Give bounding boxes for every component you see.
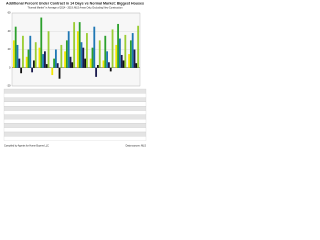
table-row [3, 106, 147, 111]
bar [111, 29, 114, 68]
bar [69, 56, 72, 68]
bar [71, 62, 74, 68]
y-tick-label: 60 [8, 11, 11, 15]
bar [60, 44, 63, 68]
bar [16, 44, 19, 68]
table-row [3, 93, 147, 98]
bar [135, 63, 138, 68]
bar [133, 49, 136, 68]
bar [51, 67, 54, 76]
bar [34, 42, 37, 68]
bar [91, 47, 94, 68]
table-row [3, 127, 147, 133]
bar [80, 42, 83, 68]
bar [95, 67, 98, 77]
bar [22, 35, 24, 68]
bar [115, 44, 118, 68]
bar [73, 22, 76, 68]
table-row [3, 136, 147, 141]
bar [118, 38, 121, 68]
bar [18, 58, 21, 68]
footer-right: Data sources: MLS [126, 145, 147, 148]
bar [131, 33, 134, 68]
bar [64, 51, 66, 68]
bar [93, 26, 96, 68]
bar [137, 25, 140, 68]
bar [42, 54, 44, 68]
chart-title: Additional Percent Under Contract in 14 … [6, 1, 144, 5]
bar [124, 34, 127, 68]
bar [29, 35, 32, 68]
y-tick-label: -20 [7, 84, 11, 88]
bar [86, 33, 88, 68]
bar [27, 49, 30, 68]
table-row [3, 97, 147, 102]
table-row [3, 131, 147, 137]
data-table [3, 88, 147, 141]
table-row [3, 101, 147, 107]
table-row [3, 88, 147, 94]
table-row [3, 110, 147, 115]
bar [108, 62, 110, 68]
chart: Additional Percent Under Contract in 14 … [0, 0, 150, 150]
table-row [3, 123, 147, 128]
bar [38, 47, 41, 68]
bar [12, 40, 15, 68]
bar [67, 31, 70, 68]
y-tick-label: 0 [9, 65, 11, 69]
bar [20, 67, 23, 74]
bar [84, 58, 87, 68]
bar [78, 22, 81, 68]
table-row [3, 118, 147, 124]
bar [82, 47, 85, 68]
bar [65, 40, 68, 68]
bar [102, 60, 105, 68]
bar [58, 67, 61, 79]
table-row [3, 114, 147, 120]
bar [97, 65, 99, 68]
bar [76, 31, 79, 68]
bar [54, 49, 57, 68]
bar [47, 31, 50, 68]
bar [14, 26, 17, 68]
bar [128, 54, 130, 68]
footer-left: Compiled by Agents for Home Buyers LLC [4, 145, 49, 148]
bar [44, 51, 46, 68]
y-tick-label: 40 [8, 29, 11, 33]
bar [33, 60, 35, 68]
y-tick-label: 20 [8, 47, 11, 51]
bar [25, 56, 28, 68]
bar [89, 58, 92, 68]
bar [106, 51, 108, 68]
bar [53, 58, 55, 68]
bar [117, 23, 119, 68]
bar [98, 40, 101, 68]
bar [45, 64, 48, 68]
bar [56, 63, 59, 68]
bar [129, 40, 132, 68]
bar [104, 35, 107, 68]
bar [122, 60, 125, 68]
bar [109, 67, 112, 72]
bar [40, 17, 43, 68]
chart-subtitle: "Normal Market" is Average of 2014 - 201… [28, 7, 124, 10]
bar [31, 67, 34, 73]
bar [120, 54, 123, 68]
